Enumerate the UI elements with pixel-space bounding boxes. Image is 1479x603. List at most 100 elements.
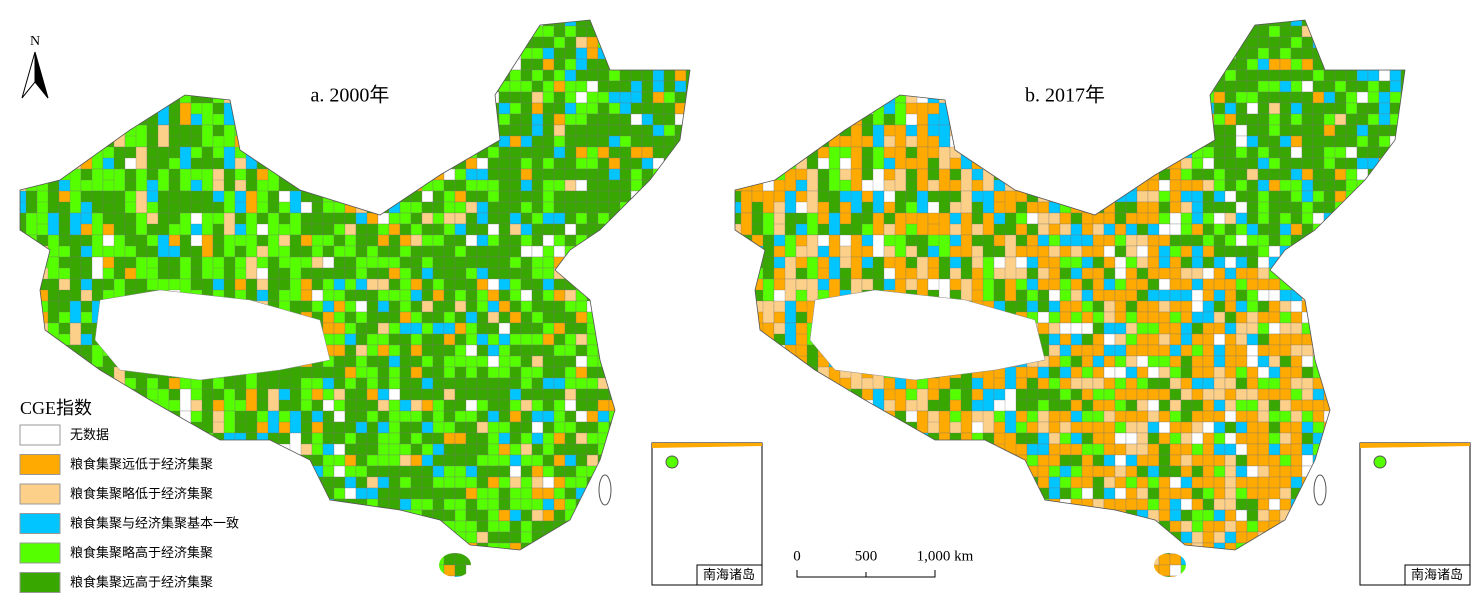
county-cell [663, 300, 676, 313]
county-cell [498, 25, 511, 38]
county-cell [685, 20, 690, 27]
county-cell [1158, 69, 1171, 82]
county-cell [1191, 322, 1204, 335]
county-cell [333, 256, 346, 269]
county-cell [487, 256, 500, 269]
county-cell [256, 69, 280, 93]
county-cell [663, 322, 676, 335]
county-cell [1191, 454, 1204, 467]
county-cell [487, 476, 500, 489]
county-cell [1059, 113, 1072, 126]
county-cell [697, 169, 708, 180]
county-cell [542, 410, 555, 423]
county-cell [663, 223, 676, 236]
county-cell [1048, 223, 1061, 236]
county-cell [619, 289, 632, 302]
county-cell [674, 201, 687, 214]
county-cell [674, 355, 687, 368]
county-cell [1059, 135, 1072, 148]
county-cell [597, 399, 610, 412]
county-cell [498, 245, 511, 258]
county-cell [1125, 223, 1138, 236]
county-cell [146, 69, 170, 93]
county-cell [1114, 333, 1127, 346]
county-cell [399, 388, 412, 401]
county-cell [1115, 587, 1126, 598]
county-cell [1015, 487, 1028, 500]
county-cell [564, 168, 577, 181]
county-cell [1015, 267, 1028, 280]
county-cell [1114, 432, 1127, 445]
county-cell [476, 355, 489, 368]
county-cell [839, 564, 863, 577]
county-cell [388, 47, 401, 60]
county-cell [509, 113, 522, 126]
county-cell [1016, 587, 1027, 598]
county-cell [1125, 190, 1138, 203]
county-cell [322, 168, 335, 181]
county-cell [432, 421, 445, 434]
county-cell [1081, 124, 1094, 137]
county-cell [850, 498, 874, 522]
county-cell [586, 47, 599, 60]
county-cell [630, 465, 643, 478]
county-cell [1202, 278, 1215, 291]
county-cell [454, 278, 467, 291]
county-cell [1147, 113, 1160, 126]
county-cell [421, 355, 434, 368]
county-cell [366, 333, 379, 346]
county-cell [1180, 377, 1193, 390]
county-cell [735, 344, 753, 368]
county-cell [818, 587, 840, 603]
county-cell [1147, 25, 1160, 38]
county-cell [619, 421, 632, 434]
county-cell [784, 58, 808, 82]
county-cell [542, 212, 555, 225]
county-cell [861, 25, 885, 49]
county-cell [487, 366, 500, 379]
county-cell [333, 520, 346, 533]
county-cell [630, 256, 643, 269]
county-cell [47, 146, 71, 170]
county-cell [344, 234, 357, 247]
county-cell [509, 223, 522, 236]
county-cell [1180, 102, 1193, 115]
county-cell [883, 454, 907, 478]
county-cell [465, 553, 478, 566]
county-cell [421, 201, 434, 214]
county-cell [795, 399, 819, 423]
county-cell [432, 355, 445, 368]
county-cell [597, 168, 610, 181]
county-cell [1081, 256, 1094, 269]
county-cell [630, 509, 643, 522]
county-cell [234, 564, 258, 577]
county-cell [388, 168, 401, 181]
county-cell [663, 168, 676, 181]
county-cell [795, 509, 819, 533]
county-cell [465, 47, 478, 60]
county-cell [311, 168, 324, 181]
county-cell [619, 564, 632, 577]
county-cell [564, 355, 577, 368]
county-cell [333, 410, 346, 423]
county-cell [1180, 575, 1193, 577]
county-cell [949, 113, 973, 137]
county-cell [685, 223, 690, 236]
county-cell [1026, 377, 1039, 390]
county-cell [1169, 245, 1182, 258]
county-cell [630, 234, 643, 247]
county-cell [806, 454, 830, 478]
county-cell [1059, 146, 1072, 159]
county-cell [301, 587, 312, 598]
county-cell [443, 355, 456, 368]
county-cell [630, 69, 643, 82]
county-cell [476, 487, 489, 500]
county-cell [1158, 487, 1171, 500]
county-cell [641, 575, 654, 577]
county-cell [993, 542, 1017, 566]
county-cell [641, 267, 654, 280]
county-cell [58, 91, 82, 115]
county-cell [498, 344, 511, 357]
county-cell [498, 157, 511, 170]
county-cell [20, 366, 38, 390]
